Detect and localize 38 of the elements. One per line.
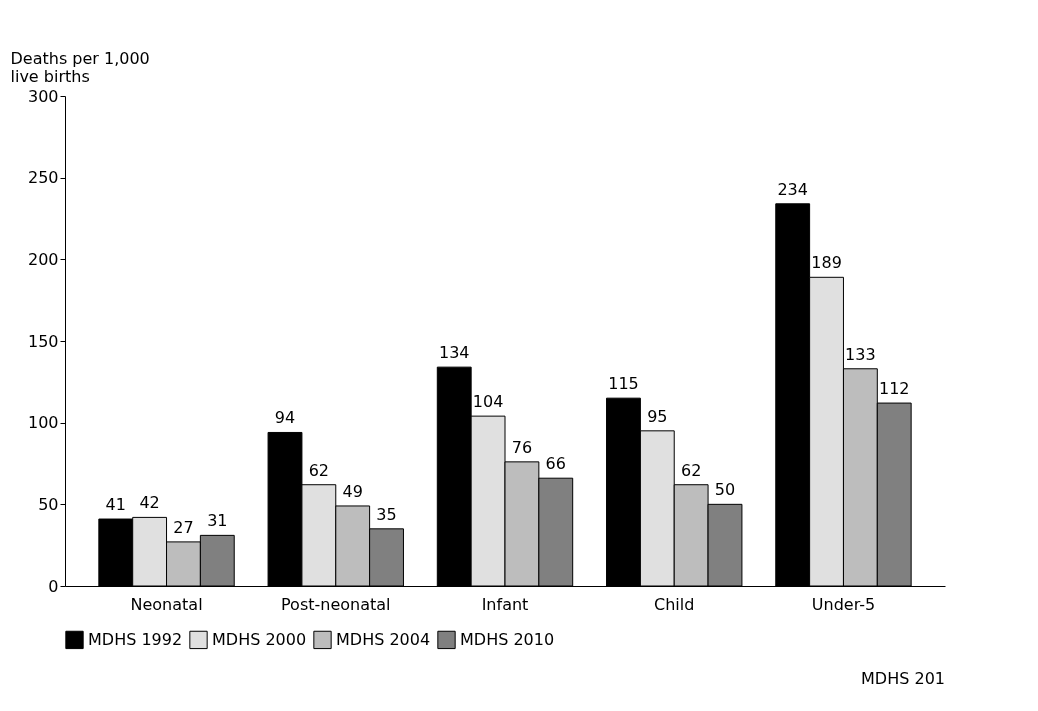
x-tick-label: Child — [654, 594, 695, 614]
x-tick-label: Post-neonatal — [281, 594, 391, 614]
data-label: 133 — [845, 344, 876, 364]
data-label: 42 — [139, 493, 160, 513]
y-tick-label: 0 — [48, 576, 59, 596]
data-label: 41 — [105, 495, 126, 515]
y-axis-title: Deaths per 1,000 live births — [10, 48, 150, 86]
y-tick-label: 50 — [38, 494, 59, 514]
x-tick-label: Neonatal — [130, 594, 203, 614]
data-label: 35 — [376, 504, 397, 524]
y-tick-label: 250 — [27, 168, 59, 188]
data-label: 31 — [207, 511, 228, 531]
data-label: 95 — [647, 406, 668, 426]
y-tick-label: 100 — [27, 413, 59, 433]
text: MDHS 201 — [861, 669, 945, 688]
data-label: 94 — [274, 408, 296, 428]
data-label: 62 — [308, 460, 330, 480]
data-label: 27 — [173, 517, 194, 537]
data-label: 62 — [680, 460, 702, 480]
data-label: 66 — [545, 454, 566, 474]
data-label: 115 — [608, 374, 639, 394]
data-label: 134 — [438, 343, 470, 363]
x-tick-label: Under-5 — [811, 594, 876, 614]
data-label: 50 — [714, 480, 736, 500]
data-label: 234 — [777, 179, 808, 199]
legend-label: MDHS 2010 — [460, 629, 555, 649]
data-label: 49 — [342, 481, 363, 501]
y-tick-label: 200 — [27, 249, 59, 269]
x-tick-label: Infant — [481, 594, 529, 614]
y-tick-label: 300 — [27, 86, 59, 106]
legend-label: MDHS 2004 — [336, 629, 431, 649]
legend-label: MDHS 1992 — [88, 629, 183, 649]
data-label: 76 — [511, 437, 533, 457]
data-label: 112 — [878, 379, 910, 399]
data-label: 189 — [811, 253, 842, 273]
data-label: 104 — [472, 392, 504, 412]
legend-label: MDHS 2000 — [212, 629, 307, 649]
y-tick-label: 150 — [27, 331, 59, 351]
